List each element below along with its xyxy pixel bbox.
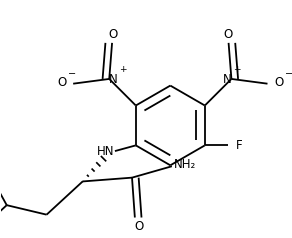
Text: O: O — [108, 28, 118, 41]
Text: O: O — [223, 28, 232, 41]
Text: N: N — [223, 73, 232, 86]
Text: HN: HN — [97, 144, 114, 158]
Text: F: F — [236, 139, 242, 152]
Text: O: O — [134, 220, 143, 233]
Text: NH₂: NH₂ — [174, 158, 196, 171]
Text: +: + — [233, 65, 241, 74]
Text: O: O — [274, 76, 284, 89]
Text: O: O — [57, 76, 66, 89]
Text: +: + — [119, 65, 126, 74]
Text: −: − — [285, 69, 292, 79]
Text: −: − — [68, 69, 76, 79]
Text: N: N — [109, 73, 117, 86]
